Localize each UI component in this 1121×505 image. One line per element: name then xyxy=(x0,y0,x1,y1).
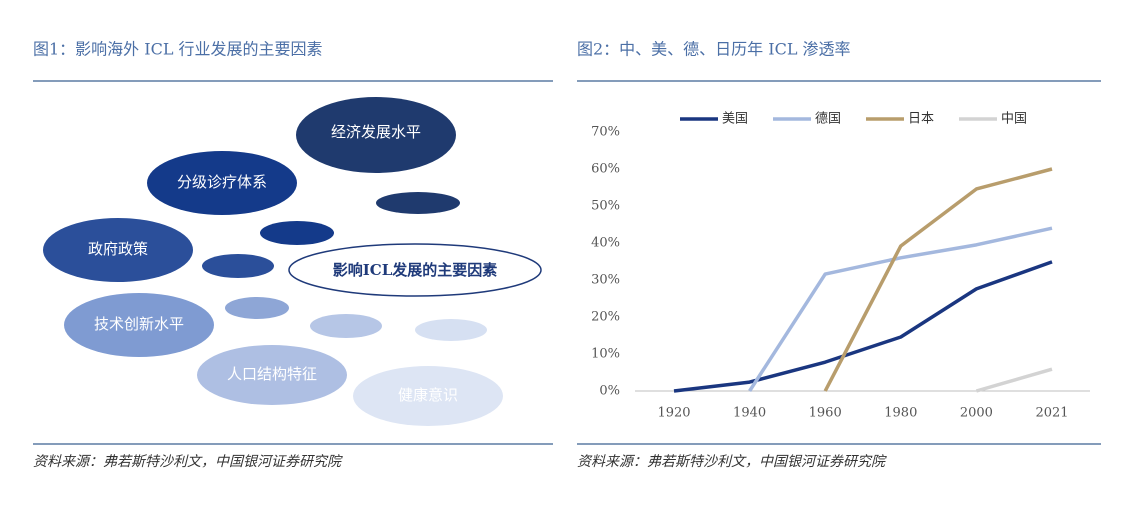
bubble xyxy=(310,314,382,338)
center-label: 影响ICL发展的主要因素 xyxy=(333,261,498,279)
figure-title: 图2：中、美、德、日历年 ICL 渗透率 xyxy=(577,40,851,59)
legend-label: 美国 xyxy=(722,112,748,127)
node-label: 技术创新水平 xyxy=(94,315,184,333)
node-label: 政府政策 xyxy=(88,240,148,258)
x-tick-label: 1940 xyxy=(733,406,766,421)
y-tick-label: 20% xyxy=(591,310,620,325)
y-tick-label: 50% xyxy=(591,199,620,214)
node-label: 经济发展水平 xyxy=(331,123,421,141)
bubble xyxy=(296,97,456,173)
x-tick-label: 2021 xyxy=(1035,406,1068,421)
y-tick-label: 70% xyxy=(591,125,620,140)
y-tick-label: 40% xyxy=(591,236,620,251)
x-tick-label: 2000 xyxy=(960,406,993,421)
center-bubble xyxy=(288,243,542,297)
y-tick-label: 10% xyxy=(591,347,620,362)
bubble xyxy=(43,218,193,282)
source: 资料来源：弗若斯特沙利文，中国银河证券研究院 xyxy=(577,454,887,470)
bubble xyxy=(415,319,487,341)
node-label: 人口结构特征 xyxy=(227,365,317,383)
series-line xyxy=(823,167,1053,392)
line-chart: 0% 10% 20% 30% 40% 50% 60% 70% 1920 1940 1960 1980 2… xyxy=(591,112,1090,421)
y-tick-label: 60% xyxy=(591,162,620,177)
x-tick-label: 1980 xyxy=(884,406,917,421)
node-label: 健康意识 xyxy=(398,386,458,404)
legend-label: 中国 xyxy=(1001,112,1027,127)
bubble xyxy=(353,366,503,426)
x-tick-label: 1920 xyxy=(657,406,690,421)
figure-title: 图1：影响海外 ICL 行业发展的主要因素 xyxy=(33,40,323,59)
bubble xyxy=(260,221,334,245)
legend-label: 日本 xyxy=(908,112,934,127)
y-tick-label: 0% xyxy=(599,384,620,399)
bubble xyxy=(197,345,347,405)
source: 资料来源：弗若斯特沙利文，中国银河证券研究院 xyxy=(33,454,343,470)
x-tick-label: 1960 xyxy=(809,406,842,421)
node-label: 分级诊疗体系 xyxy=(177,173,267,191)
legend-label: 德国 xyxy=(815,112,841,127)
bubble xyxy=(225,297,289,319)
series-line xyxy=(975,367,1053,393)
y-tick-label: 30% xyxy=(591,273,620,288)
bubble xyxy=(202,254,274,278)
factor-diagram: 影响ICL发展的主要因素 经济发展水平 分级诊疗体系 政府政策 技术创新水平 人… xyxy=(43,97,542,426)
bubble xyxy=(147,151,297,215)
series-line xyxy=(673,260,1053,393)
bubble xyxy=(376,192,460,214)
series-line xyxy=(748,226,1053,392)
bubble xyxy=(64,293,214,357)
